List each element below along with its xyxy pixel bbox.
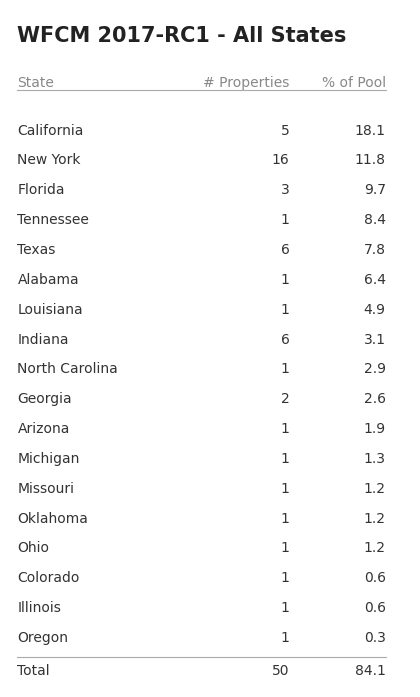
Text: 1: 1 bbox=[281, 213, 290, 227]
Text: 1: 1 bbox=[281, 422, 290, 436]
Text: Missouri: Missouri bbox=[17, 482, 74, 496]
Text: 4.9: 4.9 bbox=[364, 302, 386, 316]
Text: California: California bbox=[17, 123, 84, 137]
Text: Illinois: Illinois bbox=[17, 602, 61, 615]
Text: Oregon: Oregon bbox=[17, 631, 68, 645]
Text: State: State bbox=[17, 76, 54, 90]
Text: 1: 1 bbox=[281, 452, 290, 466]
Text: 0.3: 0.3 bbox=[364, 631, 386, 645]
Text: 1.2: 1.2 bbox=[364, 542, 386, 556]
Text: Colorado: Colorado bbox=[17, 572, 80, 585]
Text: 50: 50 bbox=[272, 664, 290, 677]
Text: 1.2: 1.2 bbox=[364, 512, 386, 526]
Text: 1.9: 1.9 bbox=[364, 422, 386, 436]
Text: Georgia: Georgia bbox=[17, 392, 72, 406]
Text: 2: 2 bbox=[281, 392, 290, 406]
Text: Michigan: Michigan bbox=[17, 452, 80, 466]
Text: 1.2: 1.2 bbox=[364, 482, 386, 496]
Text: 2.9: 2.9 bbox=[364, 362, 386, 376]
Text: 6: 6 bbox=[281, 243, 290, 257]
Text: New York: New York bbox=[17, 153, 81, 167]
Text: 3.1: 3.1 bbox=[364, 332, 386, 346]
Text: 1: 1 bbox=[281, 631, 290, 645]
Text: WFCM 2017-RC1 - All States: WFCM 2017-RC1 - All States bbox=[17, 26, 347, 46]
Text: 0.6: 0.6 bbox=[364, 602, 386, 615]
Text: 18.1: 18.1 bbox=[355, 123, 386, 137]
Text: 1: 1 bbox=[281, 572, 290, 585]
Text: 1: 1 bbox=[281, 302, 290, 316]
Text: 9.7: 9.7 bbox=[364, 183, 386, 197]
Text: Total: Total bbox=[17, 664, 50, 677]
Text: 7.8: 7.8 bbox=[364, 243, 386, 257]
Text: Alabama: Alabama bbox=[17, 273, 79, 287]
Text: 8.4: 8.4 bbox=[364, 213, 386, 227]
Text: 1: 1 bbox=[281, 273, 290, 287]
Text: # Properties: # Properties bbox=[203, 76, 290, 90]
Text: 3: 3 bbox=[281, 183, 290, 197]
Text: 1: 1 bbox=[281, 542, 290, 556]
Text: 16: 16 bbox=[272, 153, 290, 167]
Text: 1: 1 bbox=[281, 362, 290, 376]
Text: % of Pool: % of Pool bbox=[322, 76, 386, 90]
Text: 1.3: 1.3 bbox=[364, 452, 386, 466]
Text: 84.1: 84.1 bbox=[355, 664, 386, 677]
Text: 1: 1 bbox=[281, 512, 290, 526]
Text: Indiana: Indiana bbox=[17, 332, 69, 346]
Text: North Carolina: North Carolina bbox=[17, 362, 118, 376]
Text: 1: 1 bbox=[281, 602, 290, 615]
Text: 5: 5 bbox=[281, 123, 290, 137]
Text: 2.6: 2.6 bbox=[364, 392, 386, 406]
Text: Florida: Florida bbox=[17, 183, 65, 197]
Text: Tennessee: Tennessee bbox=[17, 213, 89, 227]
Text: Louisiana: Louisiana bbox=[17, 302, 83, 316]
Text: Texas: Texas bbox=[17, 243, 56, 257]
Text: Ohio: Ohio bbox=[17, 542, 50, 556]
Text: Oklahoma: Oklahoma bbox=[17, 512, 88, 526]
Text: 6.4: 6.4 bbox=[364, 273, 386, 287]
Text: 11.8: 11.8 bbox=[355, 153, 386, 167]
Text: 0.6: 0.6 bbox=[364, 572, 386, 585]
Text: 1: 1 bbox=[281, 482, 290, 496]
Text: 6: 6 bbox=[281, 332, 290, 346]
Text: Arizona: Arizona bbox=[17, 422, 70, 436]
